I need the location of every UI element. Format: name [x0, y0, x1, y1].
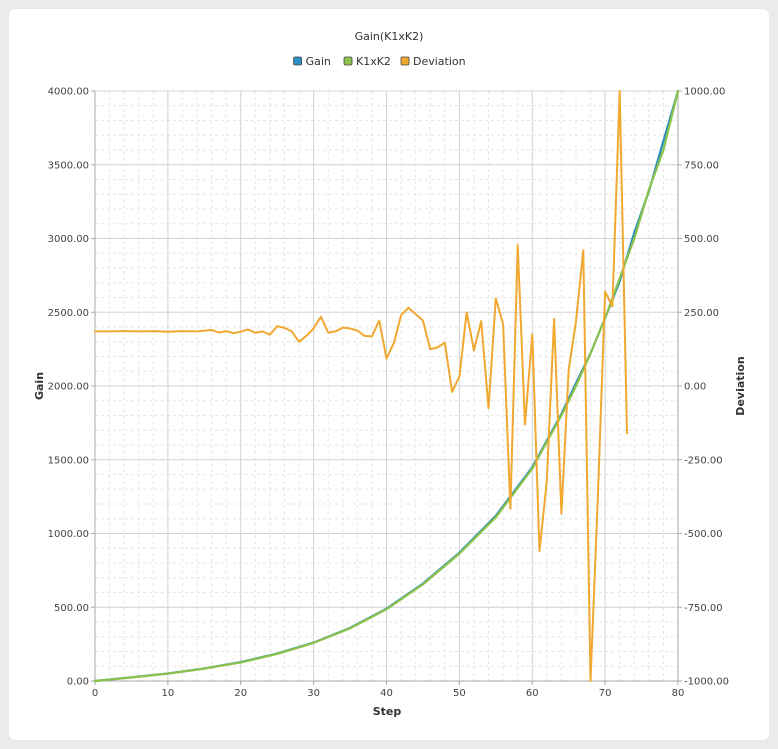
y-tick-label: 3500.00 [48, 160, 89, 171]
y2-tick-label: -750.00 [684, 603, 723, 614]
legend-swatch-gain [293, 56, 303, 66]
chart-title: Gain(K1xK2) [355, 30, 424, 43]
y2-tick-label: 750.00 [684, 160, 719, 171]
x-tick-label: 40 [380, 688, 393, 699]
legend-label-gain: Gain [306, 55, 331, 68]
x-tick-label: 30 [307, 688, 320, 699]
y2-tick-label: -500.00 [684, 529, 723, 540]
legend-swatch-k1xk2 [343, 56, 353, 66]
y-tick-label: 3000.00 [48, 234, 89, 245]
legend-label-deviation: Deviation [413, 55, 466, 68]
legend-item-gain: Gain [293, 55, 331, 68]
axes [91, 90, 682, 685]
grid [94, 90, 679, 682]
y2-tick-label: 1000.00 [684, 87, 725, 98]
y2-tick-label: -250.00 [684, 455, 723, 466]
deviation-line [94, 90, 628, 682]
x-tick-label: 80 [672, 688, 685, 699]
y2-tick-label: 500.00 [684, 234, 719, 245]
x-tick-label: 20 [234, 688, 247, 699]
y2-tick-label: 0.00 [684, 382, 706, 393]
k1xk2-line [93, 89, 680, 683]
y-tick-label: 500.00 [54, 603, 89, 614]
y-axis-title: Gain [33, 372, 46, 400]
x-tick-label: 0 [92, 688, 98, 699]
legend: Gain K1xK2 Deviation [293, 55, 466, 68]
y-tick-label: 1000.00 [48, 529, 89, 540]
y2-axis-title: Deviation [734, 356, 747, 415]
x-tick-label: 60 [526, 688, 539, 699]
y-tick-label: 2000.00 [48, 382, 89, 393]
x-tick-label: 70 [599, 688, 612, 699]
legend-item-k1xk2: K1xK2 [343, 55, 391, 68]
y2-tick-label: -1000.00 [684, 677, 729, 688]
x-tick-label: 50 [453, 688, 466, 699]
legend-swatch-deviation [400, 56, 410, 66]
y-tick-label: 4000.00 [48, 87, 89, 98]
x-axis-title: Step [373, 705, 402, 718]
legend-label-k1xk2: K1xK2 [356, 55, 391, 68]
y-tick-label: 1500.00 [48, 455, 89, 466]
y-tick-label: 2500.00 [48, 308, 89, 319]
y2-tick-label: 250.00 [684, 308, 719, 319]
legend-item-deviation: Deviation [400, 55, 466, 68]
x-tick-label: 10 [162, 688, 175, 699]
series-lines [93, 89, 680, 683]
tick-labels: 0 10 20 30 40 50 60 70 80 0.00 500.00 1000.00 1500.0… [48, 87, 729, 700]
y-tick-label: 0.00 [67, 677, 89, 688]
